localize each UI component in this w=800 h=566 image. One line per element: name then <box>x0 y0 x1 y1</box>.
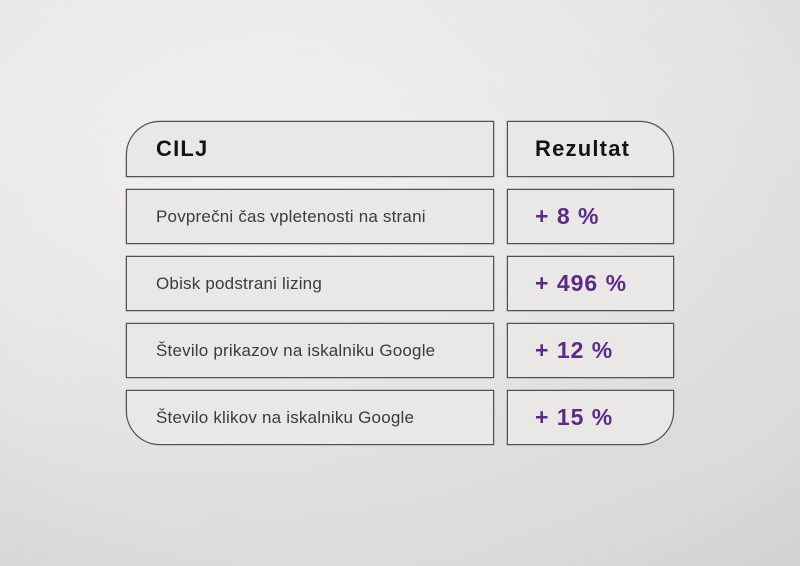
table-row-result: + 12 % <box>507 323 674 378</box>
table-row-goal: Število klikov na iskalniku Google <box>126 390 494 445</box>
result-value: + 8 % <box>535 203 600 229</box>
table-row-goal: Število prikazov na iskalniku Google <box>126 323 494 378</box>
result-value: + 12 % <box>535 337 614 363</box>
header-cell-result: Rezultat <box>507 121 674 177</box>
goal-label: Število klikov na iskalniku Google <box>156 407 415 427</box>
table-row-result: + 15 % <box>507 390 674 445</box>
goal-label: Število prikazov na iskalniku Google <box>156 340 436 360</box>
result-value: + 15 % <box>535 404 614 430</box>
table-row-goal: Obisk podstrani lizing <box>126 256 494 311</box>
header-cell-goal: CILJ <box>126 121 494 177</box>
results-table: CILJ Rezultat Povprečni čas vpletenosti … <box>126 121 674 445</box>
result-value: + 496 % <box>535 270 628 296</box>
table-row-result: + 496 % <box>507 256 674 311</box>
result-column-title: Rezultat <box>535 136 631 161</box>
goal-column-title: CILJ <box>156 136 209 161</box>
table-row-result: + 8 % <box>507 189 674 244</box>
goal-label: Obisk podstrani lizing <box>156 273 322 293</box>
goal-label: Povprečni čas vpletenosti na strani <box>156 206 426 226</box>
table-row-goal: Povprečni čas vpletenosti na strani <box>126 189 494 244</box>
